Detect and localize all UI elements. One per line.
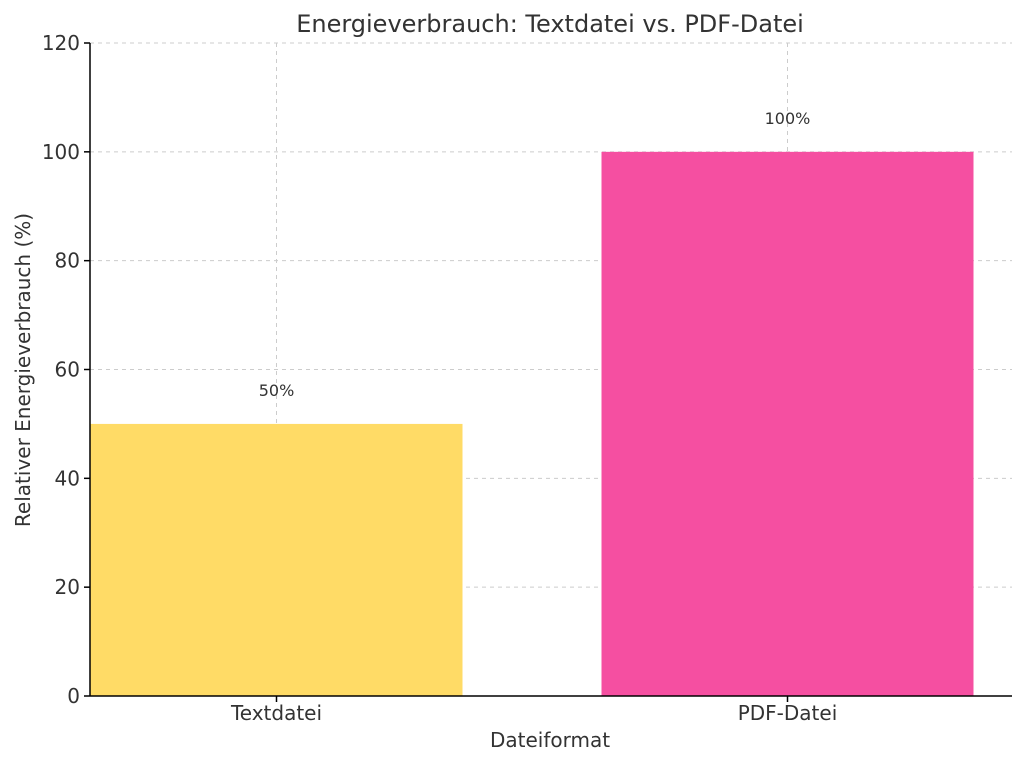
y-tick-label: 120 <box>42 31 80 55</box>
bars-layer <box>90 151 974 697</box>
x-tick-label: PDF-Datei <box>738 701 838 725</box>
ticks-layer <box>84 42 789 702</box>
y-axis-label: Relativer Energieverbrauch (%) <box>11 213 35 527</box>
y-tick-label: 100 <box>42 140 80 164</box>
y-tick-label: 40 <box>55 466 80 490</box>
y-tick-label: 20 <box>55 575 80 599</box>
x-tick-label: Textdatei <box>230 701 322 725</box>
y-tick-label: 60 <box>55 358 80 382</box>
y-tick-label: 0 <box>67 684 80 708</box>
bar-textdatei <box>90 423 463 696</box>
y-tick-label: 80 <box>55 249 80 273</box>
x-axis-label: Dateiformat <box>490 728 610 752</box>
chart-title: Energieverbrauch: Textdatei vs. PDF-Date… <box>296 10 804 38</box>
bar-value-label: 100% <box>765 109 811 128</box>
bar-value-label: 50% <box>259 381 295 400</box>
bar-pdf-datei <box>601 151 974 697</box>
labels-layer: 0 20 40 60 80 100 120 Textdatei 50% PDF-Datei 100% <box>42 31 837 725</box>
